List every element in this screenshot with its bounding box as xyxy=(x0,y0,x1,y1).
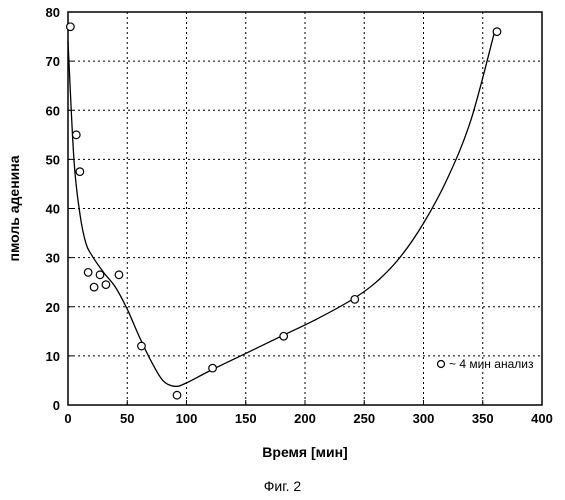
x-tick-label: 100 xyxy=(176,411,198,426)
legend-label: ~ 4 мин анализ xyxy=(449,357,534,371)
data-point xyxy=(173,391,181,399)
data-point xyxy=(493,28,501,36)
x-axis-ticks: 0 50 100 150 200 250 300 350 400 xyxy=(64,400,552,426)
y-tick-label: 10 xyxy=(46,349,60,364)
data-point xyxy=(96,271,104,279)
data-point xyxy=(76,168,84,176)
legend: ~ 4 мин анализ xyxy=(438,357,534,371)
data-point xyxy=(84,269,92,277)
x-tick-label: 200 xyxy=(294,411,316,426)
x-tick-label: 350 xyxy=(472,411,494,426)
data-point xyxy=(67,23,75,31)
y-tick-label: 60 xyxy=(46,103,60,118)
x-tick-label: 400 xyxy=(531,411,553,426)
data-point xyxy=(90,283,98,291)
y-tick-label: 0 xyxy=(53,398,60,413)
y-axis-label: пмоль аденина xyxy=(6,155,22,261)
data-points xyxy=(67,23,501,399)
x-tick-label: 250 xyxy=(353,411,375,426)
y-tick-label: 20 xyxy=(46,300,60,315)
x-tick-label: 150 xyxy=(235,411,257,426)
x-tick-label: 50 xyxy=(120,411,134,426)
legend-marker xyxy=(438,361,445,368)
y-tick-label: 70 xyxy=(46,54,60,69)
x-axis-label: Время [мин] xyxy=(262,444,347,460)
y-tick-label: 40 xyxy=(46,202,60,217)
data-point xyxy=(115,271,123,279)
data-point xyxy=(209,364,217,372)
chart: 0 50 100 150 200 250 300 350 400 0 10 20 30 40 50 60 70… xyxy=(0,0,565,475)
data-point xyxy=(351,296,359,304)
x-tick-label: 300 xyxy=(413,411,435,426)
y-tick-label: 50 xyxy=(46,152,60,167)
data-point xyxy=(280,332,288,340)
data-point xyxy=(72,131,80,139)
y-tick-label: 80 xyxy=(46,5,60,20)
x-tick-label: 0 xyxy=(64,411,71,426)
figure-caption: Фиг. 2 xyxy=(0,478,565,494)
data-point xyxy=(138,342,146,350)
data-point xyxy=(102,281,110,289)
y-tick-label: 30 xyxy=(46,251,60,266)
